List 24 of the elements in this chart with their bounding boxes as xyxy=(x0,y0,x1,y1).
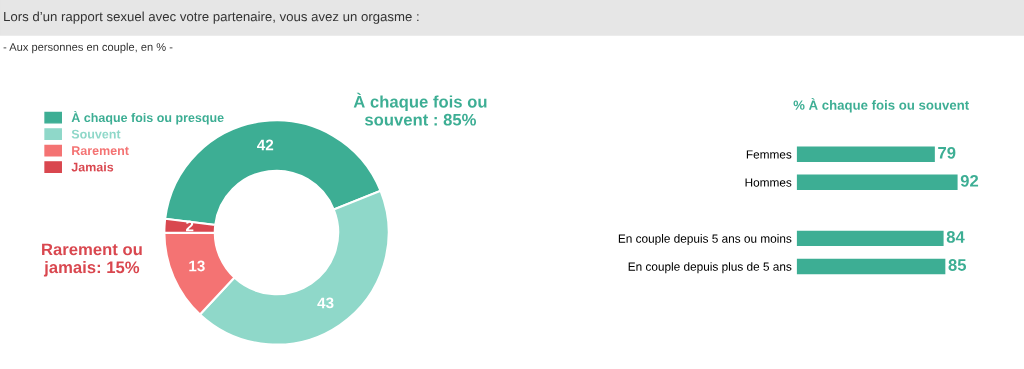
bar xyxy=(796,230,944,247)
data-label: 84 xyxy=(946,231,965,243)
data-label: 79 xyxy=(938,146,956,159)
bar xyxy=(796,258,946,275)
bar xyxy=(796,174,958,190)
legend-label: Souvent xyxy=(71,129,121,139)
data-label: 42 xyxy=(257,139,274,151)
text: Rarement ou jamais: 15% xyxy=(42,243,142,277)
text: À chaque fois ou souvent : 85% xyxy=(353,92,487,126)
legend-label: À chaque fois ou presque xyxy=(71,110,224,125)
legend-label: Jamais xyxy=(71,162,114,172)
bar xyxy=(796,146,935,162)
data-label: 92 xyxy=(960,174,979,187)
chart-title: Lors d’un rapport sexuel avec votre partenaire, vous avez un orgasme : xyxy=(4,11,419,24)
y-tick-label: En couple depuis plus de 5 ans xyxy=(628,262,792,274)
y-tick-label: En couple depuis 5 ans ou moins xyxy=(618,234,792,246)
legend-label: Rarement xyxy=(72,146,129,156)
chart-subtitle: - Aux personnes en couple, en % - xyxy=(3,42,173,54)
y-tick-label: Femmes xyxy=(746,150,792,159)
y-tick-label: Hommes xyxy=(745,178,792,187)
chart-title: % À chaque fois ou souvent xyxy=(793,97,969,113)
data-label: 85 xyxy=(948,259,967,271)
data-label: 13 xyxy=(189,260,205,272)
data-label: 43 xyxy=(317,297,334,309)
